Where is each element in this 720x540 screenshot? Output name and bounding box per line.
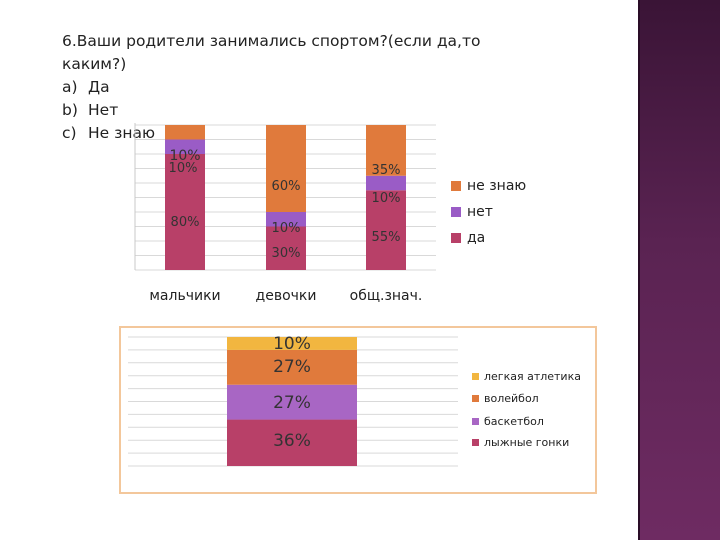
chart-parents-sport: мальчики девочки общ.знач.80%10%10%30%10%6… <box>134 123 526 304</box>
data-label: 30% <box>272 246 301 261</box>
option-a: a) Да <box>62 76 562 99</box>
data-label: 36% <box>273 431 311 451</box>
data-label: 27% <box>273 393 311 413</box>
data-label: 60% <box>272 179 301 194</box>
bar-segment <box>227 349 357 385</box>
question-title-line1: 6.Ваши родители занимались спортом?(если… <box>62 32 481 50</box>
option-a-letter: a) <box>62 78 78 96</box>
option-c: c) Не знаю <box>62 122 562 145</box>
bar-segment <box>165 139 205 154</box>
bar-segment <box>227 384 357 420</box>
question-title-line2: каким?) <box>62 55 127 73</box>
legend-label: да <box>467 230 485 246</box>
option-a-text: Да <box>88 78 110 96</box>
option-b-letter: b) <box>62 101 78 119</box>
question-block: 6.Ваши родители занимались спортом?(если… <box>62 30 562 145</box>
data-label: 55% <box>372 230 401 245</box>
bar-segment <box>227 337 357 350</box>
legend-swatch <box>451 233 461 243</box>
legend-label: баскетбол <box>484 415 544 428</box>
decorative-sidebar <box>640 0 720 540</box>
bar-segment <box>266 212 306 227</box>
data-label: 10% <box>372 191 401 206</box>
chart-sport-types: 36% 27% 27% 10% легкая атлетика волейбол баске… <box>128 334 581 467</box>
legend-label: волейбол <box>484 392 539 405</box>
legend-label: лыжные гонки <box>484 436 569 449</box>
sidebar-divider <box>638 0 640 540</box>
bar-segment <box>266 226 306 270</box>
data-label: 35% <box>372 163 401 178</box>
data-label: 10% <box>273 334 311 354</box>
option-b-text: Нет <box>88 101 119 119</box>
bar-segment <box>165 154 205 270</box>
chart-sport-types-frame <box>119 326 597 494</box>
data-label: 10% <box>169 161 198 176</box>
legend-label: не знаю <box>467 178 526 194</box>
data-label: 10% <box>169 148 200 164</box>
bar-segment <box>366 125 406 176</box>
x-tick-label: мальчики <box>149 288 220 304</box>
legend-swatch <box>451 181 461 191</box>
bar-segment <box>266 125 306 212</box>
legend-swatch <box>472 418 479 425</box>
bar-segment <box>165 125 205 140</box>
x-tick-label: общ.знач. <box>350 288 423 304</box>
legend-swatch <box>472 395 479 402</box>
legend-swatch <box>451 207 461 217</box>
legend-swatch <box>472 439 479 446</box>
option-c-text: Не знаю <box>88 124 156 142</box>
data-label: 80% <box>171 215 200 230</box>
x-tick-label: девочки <box>256 288 317 304</box>
bar-segment <box>366 175 406 191</box>
data-label: 10% <box>272 221 301 236</box>
legend-label: нет <box>467 204 493 220</box>
legend-swatch <box>472 373 479 380</box>
legend-label: легкая атлетика <box>484 370 581 383</box>
bar-segment <box>227 419 357 466</box>
option-b: b) Нет <box>62 99 562 122</box>
data-label: 27% <box>273 357 311 377</box>
bar-segment <box>366 190 406 270</box>
option-c-letter: c) <box>62 124 77 142</box>
